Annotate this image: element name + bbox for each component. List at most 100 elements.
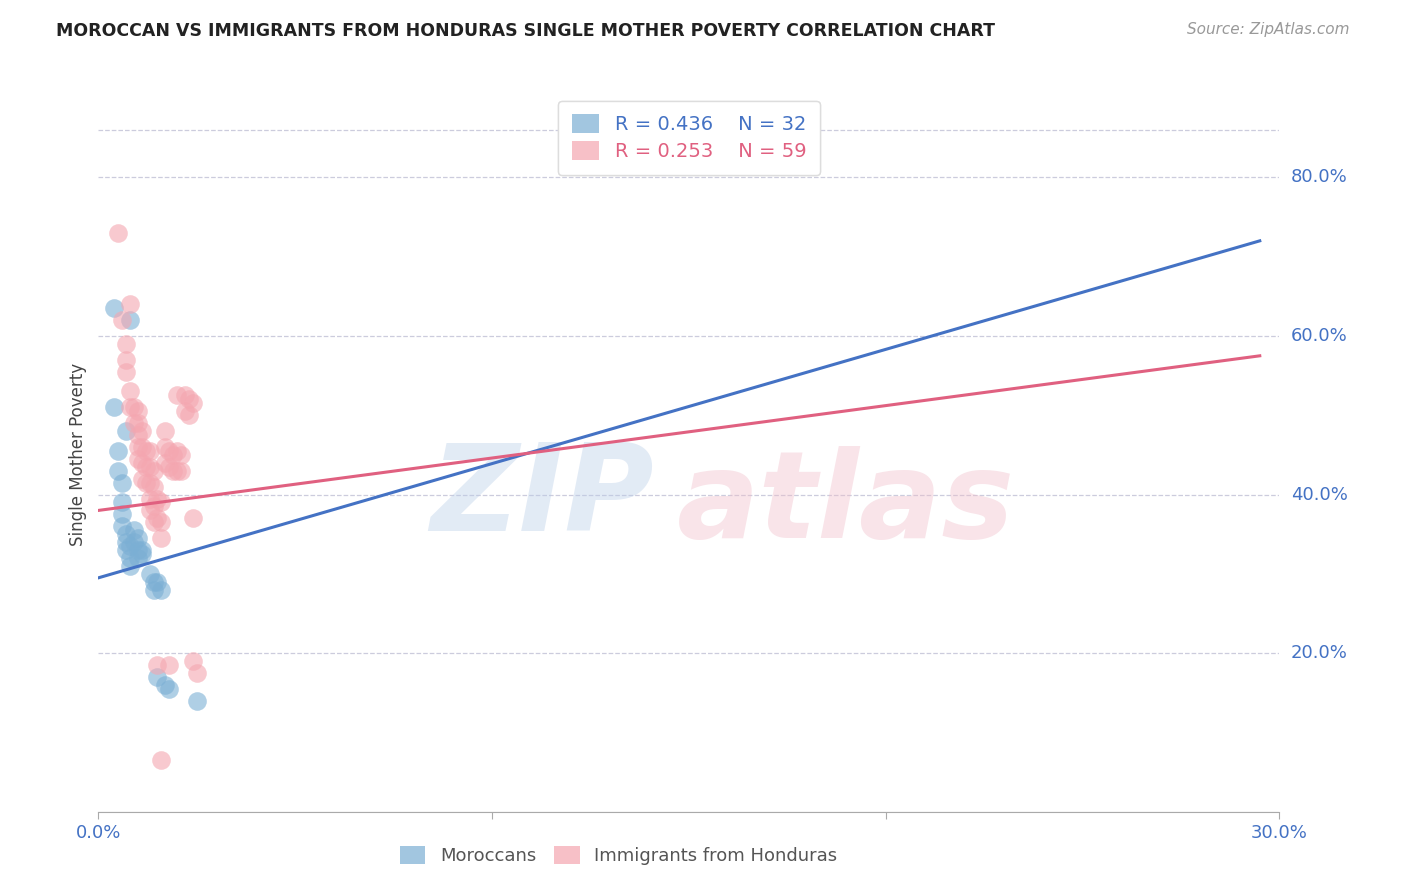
Point <box>135 475 157 490</box>
Point <box>142 516 165 530</box>
Point <box>111 313 134 327</box>
Point <box>122 523 145 537</box>
Point <box>181 511 204 525</box>
Text: 80.0%: 80.0% <box>1291 169 1347 186</box>
Point <box>186 665 208 680</box>
Point <box>115 543 138 558</box>
Point <box>107 464 129 478</box>
Point <box>138 459 160 474</box>
Point <box>131 472 153 486</box>
Point <box>127 404 149 418</box>
Point <box>127 531 149 545</box>
Point <box>131 424 153 438</box>
Point <box>131 456 153 470</box>
Point <box>138 444 160 458</box>
Point <box>157 658 180 673</box>
Point <box>162 464 184 478</box>
Point <box>146 670 169 684</box>
Point <box>177 409 200 423</box>
Point <box>118 401 141 415</box>
Point <box>150 582 173 597</box>
Point <box>118 297 141 311</box>
Point <box>186 694 208 708</box>
Point <box>146 511 169 525</box>
Point <box>157 459 180 474</box>
Point <box>107 226 129 240</box>
Y-axis label: Single Mother Poverty: Single Mother Poverty <box>69 363 87 547</box>
Point <box>138 491 160 506</box>
Point <box>142 500 165 514</box>
Point <box>162 448 184 462</box>
Point <box>166 444 188 458</box>
Point <box>131 543 153 558</box>
Point <box>115 365 138 379</box>
Point <box>131 547 153 561</box>
Point <box>103 401 125 415</box>
Point <box>111 519 134 533</box>
Text: MOROCCAN VS IMMIGRANTS FROM HONDURAS SINGLE MOTHER POVERTY CORRELATION CHART: MOROCCAN VS IMMIGRANTS FROM HONDURAS SIN… <box>56 22 995 40</box>
Point <box>122 535 145 549</box>
Point <box>146 658 169 673</box>
Point <box>150 531 173 545</box>
Point <box>174 388 197 402</box>
Point <box>115 535 138 549</box>
Point <box>103 301 125 316</box>
Point <box>127 451 149 466</box>
Point <box>157 681 180 696</box>
Point <box>115 337 138 351</box>
Point <box>131 440 153 454</box>
Point <box>111 475 134 490</box>
Point <box>138 475 160 490</box>
Point <box>155 456 177 470</box>
Legend: R = 0.436    N = 32, R = 0.253    N = 59: R = 0.436 N = 32, R = 0.253 N = 59 <box>558 101 820 175</box>
Text: ZIP: ZIP <box>430 439 654 557</box>
Point <box>135 459 157 474</box>
Point <box>155 424 177 438</box>
Text: 40.0%: 40.0% <box>1291 485 1347 504</box>
Point <box>107 444 129 458</box>
Point <box>174 404 197 418</box>
Point <box>142 574 165 589</box>
Text: 60.0%: 60.0% <box>1291 327 1347 345</box>
Point <box>138 503 160 517</box>
Point <box>170 448 193 462</box>
Point <box>115 424 138 438</box>
Point <box>142 480 165 494</box>
Text: 20.0%: 20.0% <box>1291 644 1347 662</box>
Point <box>135 444 157 458</box>
Point <box>181 654 204 668</box>
Point <box>115 352 138 367</box>
Point <box>111 495 134 509</box>
Point <box>118 384 141 399</box>
Text: atlas: atlas <box>678 446 1015 564</box>
Point <box>118 558 141 573</box>
Point <box>118 539 141 553</box>
Point <box>127 440 149 454</box>
Point <box>127 543 149 558</box>
Point <box>127 428 149 442</box>
Point <box>111 508 134 522</box>
Legend: Moroccans, Immigrants from Honduras: Moroccans, Immigrants from Honduras <box>391 838 846 874</box>
Point <box>155 678 177 692</box>
Point <box>150 516 173 530</box>
Point <box>181 396 204 410</box>
Point <box>122 416 145 430</box>
Point <box>127 416 149 430</box>
Point <box>142 464 165 478</box>
Point <box>142 582 165 597</box>
Point <box>122 401 145 415</box>
Text: Source: ZipAtlas.com: Source: ZipAtlas.com <box>1187 22 1350 37</box>
Point <box>150 753 173 767</box>
Point <box>177 392 200 407</box>
Point <box>138 566 160 581</box>
Point <box>166 464 188 478</box>
Point <box>146 491 169 506</box>
Point <box>118 313 141 327</box>
Point <box>157 444 180 458</box>
Point <box>146 574 169 589</box>
Point <box>166 388 188 402</box>
Point <box>127 551 149 566</box>
Point <box>170 464 193 478</box>
Point <box>155 440 177 454</box>
Point <box>150 495 173 509</box>
